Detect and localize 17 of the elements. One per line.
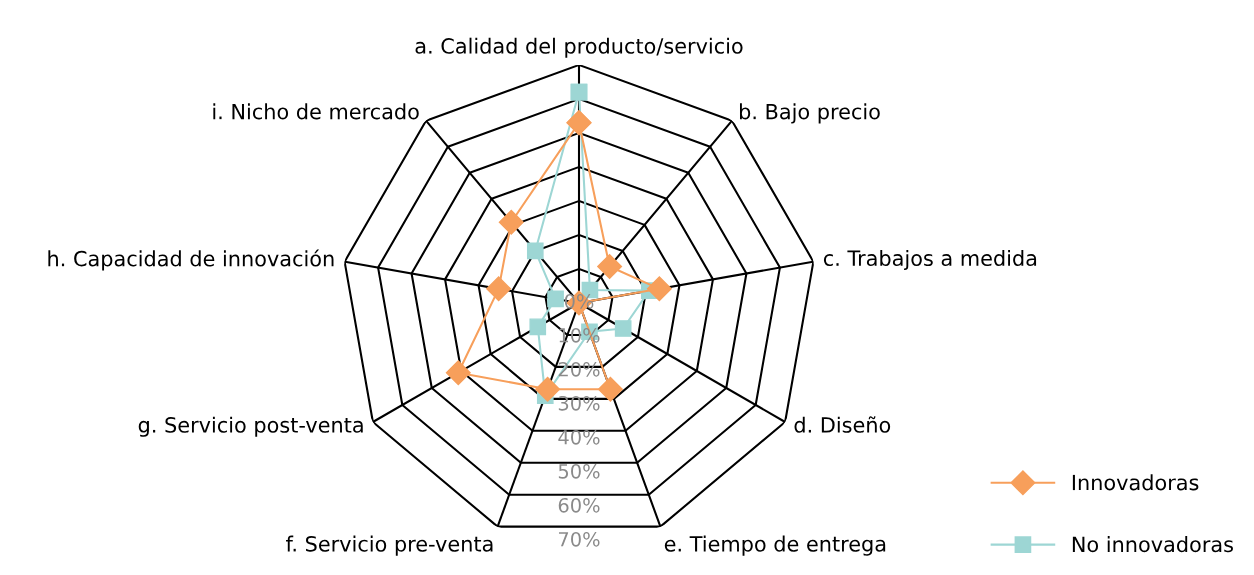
y-tick-label: 70% bbox=[558, 531, 600, 547]
y-tick-label: 30% bbox=[558, 395, 600, 411]
legend-label: No innovadoras bbox=[1072, 536, 1233, 553]
spoke-label: g. Servicio post-venta bbox=[138, 416, 363, 437]
y-tick-label: 40% bbox=[558, 429, 600, 445]
spoke-label: c. Trabajos a medida bbox=[823, 249, 1037, 271]
spoke-label: d. Diseño bbox=[794, 416, 891, 433]
y-tick-label: 60% bbox=[558, 497, 600, 513]
spoke-label: h. Capacidad de innovación bbox=[48, 249, 334, 271]
legend-label: Innovadoras bbox=[1072, 474, 1199, 491]
spoke-label: a. Calidad del producto/servicio bbox=[415, 37, 743, 58]
spoke-label: f. Servicio pre-venta bbox=[286, 535, 493, 556]
spoke-label: e. Tiempo de entrega bbox=[664, 535, 886, 556]
y-tick-label: 50% bbox=[558, 463, 600, 479]
spoke-label: b. Bajo precio bbox=[739, 103, 880, 124]
spoke-label: i. Nicho de mercado bbox=[213, 103, 419, 120]
y-tick-label: 10% bbox=[559, 327, 600, 343]
